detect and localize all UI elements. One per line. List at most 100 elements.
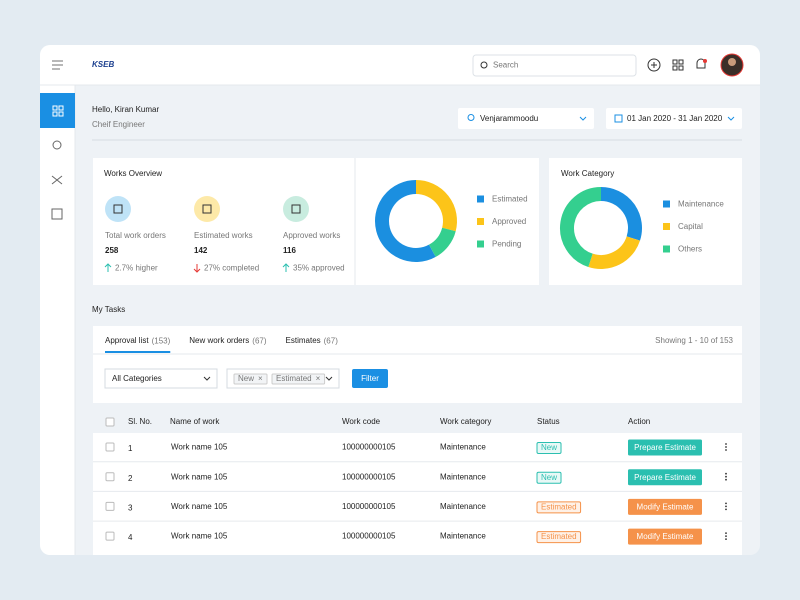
more-menu-dot	[725, 535, 727, 537]
filter-button-text: Filter	[361, 374, 379, 383]
row-checkbox[interactable]	[105, 442, 115, 452]
cell: 100000000105	[342, 443, 396, 452]
category-select[interactable]	[104, 368, 218, 389]
cell: Maintenance	[440, 443, 486, 452]
legend-label: Maintenance	[678, 200, 724, 209]
tab-count: (67)	[324, 337, 339, 346]
more-menu-dot	[725, 478, 727, 481]
legend-label: Estimated	[492, 195, 528, 204]
action-button[interactable]	[628, 498, 702, 515]
legend-swatch	[663, 200, 670, 208]
greeting-subtitle: Cheif Engineer	[92, 120, 145, 129]
pagination-info: Showing 1 - 10 of 153	[655, 336, 733, 345]
status-badge-text: New	[541, 473, 557, 482]
stat-label: Total work orders	[105, 231, 166, 240]
more-menu-dot	[725, 443, 727, 445]
search-icon	[480, 61, 488, 69]
column-header: Status	[537, 417, 560, 426]
trend-arrow	[282, 263, 290, 272]
nav-users[interactable]	[52, 140, 62, 150]
legend-swatch	[663, 223, 670, 230]
nav-list[interactable]	[51, 208, 63, 220]
date-text: 01 Jan 2020 - 31 Jan 2020	[627, 114, 723, 123]
cell: 100000000105	[342, 472, 396, 481]
chip[interactable]	[233, 373, 268, 385]
cell: Work name 105	[171, 443, 228, 452]
tab-label[interactable]: Approval list	[105, 336, 149, 345]
more-menu-dot	[725, 475, 727, 478]
status-badge	[536, 471, 562, 484]
cell: 4	[128, 533, 133, 542]
status-badge	[536, 501, 582, 514]
cell: 100000000105	[342, 532, 396, 541]
works-overview-card	[93, 158, 539, 285]
chevron	[579, 116, 587, 121]
legend-label: Others	[678, 245, 702, 254]
status-badge	[536, 442, 562, 454]
action-button-text: Modify Estimate	[637, 503, 694, 512]
card-title: Work Category	[561, 169, 614, 178]
legend-swatch	[477, 195, 484, 203]
stat-icon	[283, 196, 309, 222]
legend-swatch	[477, 240, 484, 248]
donut-segment	[600, 187, 642, 241]
more-menu-dot	[725, 502, 727, 505]
add-button[interactable]	[647, 58, 661, 72]
stat-value: 142	[194, 246, 208, 255]
stat-value: 116	[283, 246, 296, 255]
category-select-text: All Categories	[112, 374, 162, 383]
legend-label: Pending	[492, 240, 521, 249]
cell: 3	[128, 504, 133, 513]
tab-label[interactable]: New work orders	[189, 336, 249, 345]
add-icon	[651, 62, 657, 68]
more-menu-dot	[725, 508, 727, 511]
chip-remove: ×	[316, 374, 321, 383]
stat-value: 258	[105, 246, 119, 255]
search-box[interactable]	[472, 54, 637, 77]
nav-tools[interactable]	[51, 175, 63, 185]
chip[interactable]	[271, 373, 326, 385]
cell: Maintenance	[440, 472, 486, 481]
trend-arrow	[193, 264, 201, 273]
legend-label: Approved	[492, 217, 526, 226]
stat-icon-glyph	[291, 204, 301, 214]
action-button[interactable]	[628, 528, 702, 545]
more-menu-dot	[725, 532, 727, 534]
chevron	[325, 376, 333, 381]
donut-segment	[375, 180, 436, 262]
tab-label[interactable]: Estimates	[286, 336, 321, 345]
chip-remove: ×	[258, 374, 263, 383]
stat-label: Approved works	[283, 231, 340, 240]
location-icon	[467, 114, 475, 121]
row-checkbox[interactable]	[105, 531, 115, 541]
date-select[interactable]	[606, 108, 742, 129]
row-checkbox[interactable]	[105, 501, 115, 511]
section-title: My Tasks	[92, 305, 125, 314]
stat-change: 35% approved	[293, 264, 345, 273]
action-button[interactable]	[628, 439, 702, 456]
stat-icon-glyph	[113, 204, 123, 214]
cell: 100000000105	[342, 502, 396, 511]
filter-button[interactable]	[352, 369, 388, 388]
donut-segment	[415, 180, 457, 232]
stat-label: Estimated works	[194, 231, 253, 240]
cell: 2	[128, 474, 133, 483]
tab-count: (67)	[252, 337, 267, 346]
select-all-checkbox[interactable]	[105, 417, 115, 427]
apps-button[interactable]	[672, 59, 684, 71]
tab-underline	[105, 351, 171, 353]
more-menu-dot	[725, 472, 727, 475]
stat-icon	[105, 196, 131, 222]
more-menu-dot	[725, 449, 727, 451]
legend-swatch	[663, 245, 670, 253]
greeting-title: Hello, Kiran Kumar	[92, 105, 159, 114]
donut-segment	[588, 235, 640, 269]
menu-icon[interactable]	[52, 60, 63, 70]
action-button[interactable]	[628, 469, 702, 486]
stat-change: 2.7% higher	[115, 264, 158, 273]
row-checkbox[interactable]	[105, 472, 115, 482]
location-select[interactable]	[458, 108, 594, 129]
stat-icon-glyph	[202, 204, 212, 214]
stat-change: 27% completed	[204, 264, 259, 273]
